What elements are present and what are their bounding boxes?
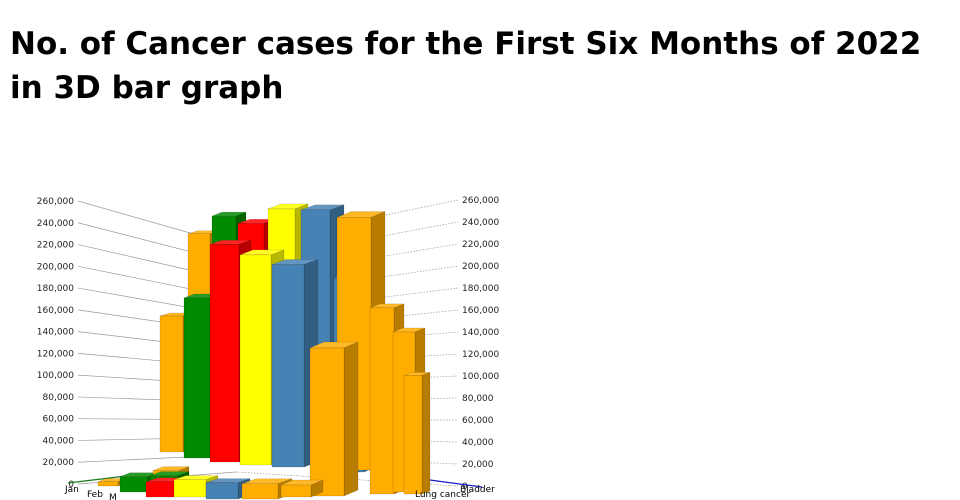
- bar-front-face: [183, 297, 211, 459]
- y-tick-label: 180,000: [37, 284, 74, 294]
- bar: [309, 341, 359, 497]
- y-tick-label: 160,000: [37, 306, 74, 316]
- y-tick-label: 200,000: [37, 262, 74, 272]
- y-tick-label: 100,000: [37, 371, 74, 381]
- y-tick-label: 200,000: [462, 262, 499, 272]
- y-tick-label: 100,000: [462, 372, 499, 382]
- y-tick-label: 0: [462, 482, 468, 492]
- y-tick-label: 20,000: [43, 458, 75, 468]
- bar-side-face: [421, 372, 431, 495]
- bar-front-face: [159, 315, 184, 453]
- y-tick-label: 220,000: [37, 241, 74, 251]
- bar-front-face: [241, 483, 279, 500]
- bar: [280, 479, 324, 498]
- bar-front-face: [209, 244, 240, 463]
- y-tick-label: 140,000: [462, 328, 499, 338]
- bar-front-face: [239, 254, 272, 466]
- bar-front-face: [173, 479, 207, 498]
- y-tick-label: 120,000: [37, 349, 74, 359]
- y-tick-label: 20,000: [462, 460, 494, 470]
- y-tick-label: 60,000: [462, 416, 494, 426]
- y-tick-label: 240,000: [37, 219, 74, 229]
- bar: [403, 372, 431, 495]
- page-title: No. of Cancer cases for the First Six Mo…: [10, 26, 922, 106]
- z-category-label: Lung cancer: [415, 490, 470, 500]
- x-category-label: M: [109, 493, 117, 500]
- y-axis-right: 0 20,000 40,000 60,000 80,000 100,000 120,000 1…: [462, 196, 499, 492]
- bar-front-face: [280, 484, 312, 498]
- y-axis-left: 0 20,000 40,000 60,000 80,000 100,000 120,000 1…: [37, 197, 74, 490]
- bar-front-face: [271, 264, 305, 468]
- y-tick-label: 240,000: [462, 218, 499, 228]
- y-tick-label: 140,000: [37, 328, 74, 338]
- bars: [97, 203, 431, 500]
- y-tick-label: 260,000: [37, 197, 74, 207]
- bar-front-face: [403, 375, 423, 495]
- y-tick-label: 40,000: [462, 438, 494, 448]
- y-tick-label: 0: [68, 480, 74, 490]
- y-tick-label: 60,000: [43, 415, 75, 425]
- y-tick-label: 180,000: [462, 284, 499, 294]
- y-tick-label: 80,000: [462, 394, 494, 404]
- z-category-label: Bladder: [460, 485, 495, 495]
- y-tick-label: 40,000: [43, 436, 75, 446]
- bar-front-face: [369, 307, 395, 495]
- y-tick-label: 260,000: [462, 196, 499, 206]
- bar-front-face: [205, 482, 239, 500]
- bar-front-face: [119, 476, 149, 493]
- bar-front-face: [145, 481, 177, 498]
- bar-front-face: [97, 481, 119, 487]
- bar-front-face: [309, 347, 345, 497]
- y-tick-label: 80,000: [43, 393, 75, 403]
- x-axis-line: [67, 475, 127, 484]
- x-category-label: Jan: [64, 485, 79, 495]
- bar-side-face: [343, 341, 359, 497]
- x-category-label: Feb: [87, 490, 103, 500]
- y-tick-label: 120,000: [462, 350, 499, 360]
- y-tick-label: 160,000: [462, 306, 499, 316]
- y-tick-label: 220,000: [462, 240, 499, 250]
